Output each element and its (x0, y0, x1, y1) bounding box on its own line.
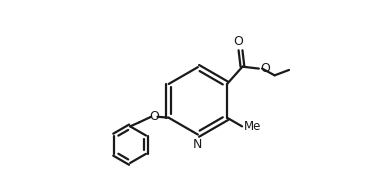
Text: O: O (149, 110, 159, 123)
Text: N: N (193, 138, 203, 151)
Text: O: O (260, 62, 270, 75)
Text: Me: Me (243, 120, 261, 133)
Text: O: O (234, 35, 244, 48)
